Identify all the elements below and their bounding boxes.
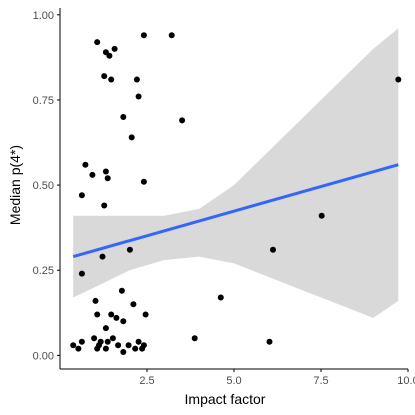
data-point bbox=[101, 202, 108, 209]
data-point bbox=[108, 311, 115, 318]
data-point bbox=[101, 73, 108, 80]
data-point bbox=[120, 318, 127, 325]
data-point bbox=[104, 338, 111, 345]
data-point bbox=[318, 212, 325, 219]
trend-line-layer bbox=[72, 163, 399, 259]
data-point bbox=[126, 246, 133, 253]
data-point bbox=[91, 335, 98, 342]
data-point bbox=[94, 39, 101, 46]
data-point bbox=[99, 253, 106, 260]
data-point bbox=[120, 349, 127, 355]
data-point bbox=[118, 287, 125, 294]
data-point bbox=[78, 270, 85, 277]
data-point bbox=[92, 297, 99, 304]
x-tick-label: 2.5 bbox=[139, 375, 154, 387]
data-point bbox=[140, 178, 147, 185]
y-axis-title: Median p(4*) bbox=[7, 145, 23, 225]
data-point bbox=[125, 342, 132, 349]
data-point bbox=[94, 311, 101, 318]
y-tick-label: 0.75 bbox=[33, 95, 54, 107]
data-point bbox=[89, 171, 96, 178]
data-point bbox=[130, 301, 137, 308]
data-point bbox=[142, 311, 149, 318]
axes: 0.00 0.25 0.50 0.75 1.00 2.5 5.0 7.5 10.0 bbox=[33, 8, 415, 387]
data-point bbox=[139, 345, 146, 352]
points-layer bbox=[70, 32, 402, 355]
y-tick-label: 0.00 bbox=[33, 350, 54, 362]
data-point bbox=[115, 342, 122, 349]
data-point bbox=[113, 314, 120, 321]
data-point bbox=[135, 93, 142, 100]
trend-line bbox=[72, 163, 399, 259]
confidence-band-layer bbox=[73, 28, 399, 318]
data-point bbox=[78, 192, 85, 199]
y-tick-label: 0.50 bbox=[33, 180, 54, 192]
data-point bbox=[109, 335, 116, 342]
data-point bbox=[270, 246, 276, 253]
data-point bbox=[395, 76, 402, 83]
data-point bbox=[104, 175, 111, 182]
x-axis-title: Impact factor bbox=[185, 391, 266, 407]
data-point bbox=[102, 345, 109, 352]
data-point bbox=[132, 345, 139, 352]
data-point bbox=[111, 45, 118, 52]
data-point bbox=[217, 294, 224, 301]
data-point bbox=[78, 338, 85, 345]
x-tick-label: 5.0 bbox=[226, 375, 241, 387]
data-point bbox=[102, 168, 109, 175]
data-point bbox=[133, 76, 140, 83]
y-tick-label: 1.00 bbox=[33, 10, 54, 22]
data-point bbox=[191, 335, 198, 342]
data-point bbox=[70, 342, 77, 349]
data-point bbox=[128, 134, 135, 141]
x-tick-label: 7.5 bbox=[313, 375, 328, 387]
x-tick-label: 10.0 bbox=[397, 375, 415, 387]
data-point bbox=[120, 114, 127, 120]
confidence-band bbox=[73, 28, 399, 318]
data-point bbox=[140, 32, 147, 39]
data-point bbox=[82, 161, 89, 168]
data-point bbox=[135, 338, 142, 345]
y-tick-label: 0.25 bbox=[33, 265, 54, 277]
data-point bbox=[179, 117, 186, 124]
data-point bbox=[75, 345, 82, 352]
data-point bbox=[266, 338, 273, 345]
data-point bbox=[102, 325, 109, 332]
data-point bbox=[108, 76, 115, 83]
data-point bbox=[106, 52, 113, 59]
data-point bbox=[94, 345, 101, 352]
data-point bbox=[168, 32, 175, 39]
